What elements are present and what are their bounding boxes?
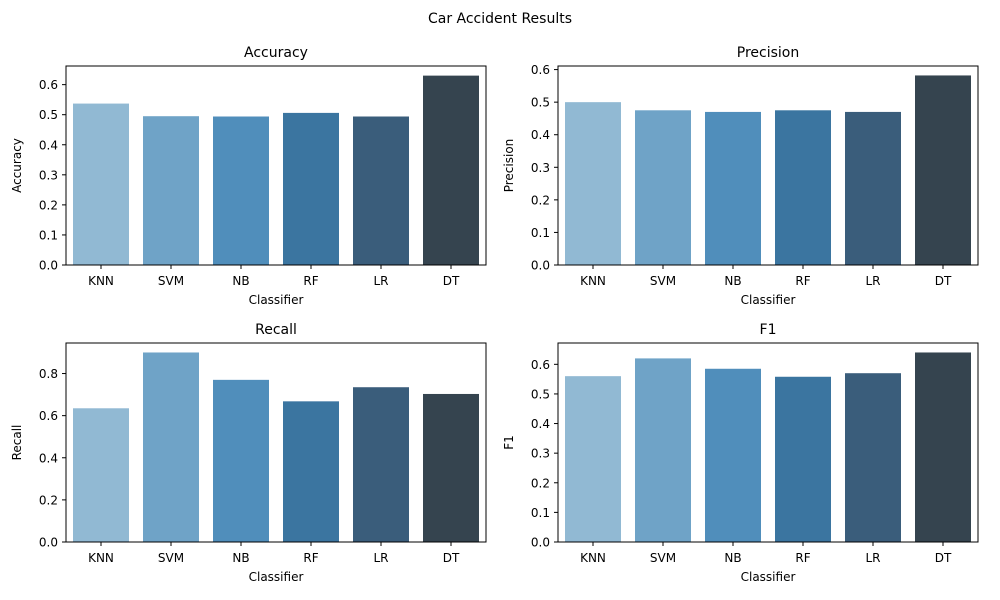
precision-xtick-label-dt: DT bbox=[935, 274, 952, 288]
f1-ytick-label-3: 0.3 bbox=[531, 447, 550, 461]
precision-xtick-label-svm: SVM bbox=[650, 274, 676, 288]
accuracy-xtick-label-knn: KNN bbox=[88, 274, 114, 288]
precision-ylabel: Precision bbox=[502, 139, 516, 193]
f1-bar-nb bbox=[705, 368, 761, 542]
precision-bar-nb bbox=[705, 111, 761, 265]
recall-bar-dt bbox=[423, 393, 479, 542]
f1-axes-frame bbox=[557, 342, 979, 543]
f1-xtick-label-knn: KNN bbox=[580, 551, 606, 565]
recall-xtick-label-lr: LR bbox=[373, 551, 388, 565]
accuracy-bar-dt bbox=[423, 75, 479, 265]
accuracy-xtick-label-dt: DT bbox=[443, 274, 460, 288]
f1-ytick-label-6: 0.6 bbox=[531, 358, 550, 372]
precision-ytick-label-4: 0.4 bbox=[531, 128, 550, 142]
recall-xtick-label-dt: DT bbox=[443, 551, 460, 565]
recall-ytick-label-3: 0.6 bbox=[39, 409, 58, 423]
subplots-container: Accuracy KNN SVM NB RF LR DT 0.0 0.1 0.2 0.3 0.4 0.5… bbox=[10, 45, 979, 584]
f1-xlabel: Classifier bbox=[741, 570, 796, 584]
recall-ylabel: Recall bbox=[10, 425, 24, 461]
precision-xlabel: Classifier bbox=[741, 293, 796, 307]
recall-axes-frame bbox=[65, 342, 487, 543]
accuracy-ytick-label-2: 0.2 bbox=[39, 198, 58, 212]
precision-xtick-label-rf: RF bbox=[795, 274, 810, 288]
precision-xtick-label-lr: LR bbox=[865, 274, 880, 288]
f1-subplot: F1 KNN SVM NB RF LR DT 0.0 0.1 0.2 0.3 0.4 0.5 0.6 Cla… bbox=[502, 322, 979, 584]
accuracy-ytick-label-1: 0.1 bbox=[39, 228, 58, 242]
precision-xtick-label-nb: NB bbox=[724, 274, 741, 288]
f1-bar-rf bbox=[775, 376, 831, 542]
recall-xlabel: Classifier bbox=[249, 570, 304, 584]
accuracy-bar-lr bbox=[353, 116, 409, 265]
f1-ytick-label-1: 0.1 bbox=[531, 506, 550, 520]
precision-ytick-label-0: 0.0 bbox=[531, 259, 550, 273]
accuracy-axes-frame bbox=[65, 65, 487, 266]
recall-ytick-label-2: 0.4 bbox=[39, 451, 58, 465]
precision-ytick-label-5: 0.5 bbox=[531, 96, 550, 110]
f1-xtick-label-svm: SVM bbox=[650, 551, 676, 565]
recall-xtick-label-knn: KNN bbox=[88, 551, 114, 565]
precision-bar-dt bbox=[915, 75, 971, 265]
f1-bar-svm bbox=[635, 358, 691, 542]
precision-ytick-label-1: 0.1 bbox=[531, 226, 550, 240]
f1-xtick-label-rf: RF bbox=[795, 551, 810, 565]
f1-xtick-label-nb: NB bbox=[724, 551, 741, 565]
recall-ytick-label-4: 0.8 bbox=[39, 367, 58, 381]
f1-bar-dt bbox=[915, 352, 971, 542]
f1-ytick-label-0: 0.0 bbox=[531, 536, 550, 550]
recall-ytick-label-0: 0.0 bbox=[39, 536, 58, 550]
accuracy-ylabel: Accuracy bbox=[10, 138, 24, 193]
accuracy-ytick-label-5: 0.5 bbox=[39, 108, 58, 122]
accuracy-bar-knn bbox=[73, 103, 129, 265]
f1-bar-knn bbox=[565, 376, 621, 542]
accuracy-bar-nb bbox=[213, 116, 269, 265]
f1-ytick-label-5: 0.5 bbox=[531, 387, 550, 401]
accuracy-bar-rf bbox=[283, 112, 339, 265]
f1-xtick-label-dt: DT bbox=[935, 551, 952, 565]
recall-bar-nb bbox=[213, 379, 269, 542]
accuracy-subplot: Accuracy KNN SVM NB RF LR DT 0.0 0.1 0.2 0.3 0.4 0.5… bbox=[10, 45, 487, 307]
accuracy-xtick-label-rf: RF bbox=[303, 274, 318, 288]
accuracy-xtick-label-nb: NB bbox=[232, 274, 249, 288]
accuracy-xtick-label-svm: SVM bbox=[158, 274, 184, 288]
precision-axes-frame bbox=[557, 65, 979, 266]
accuracy-title: Accuracy bbox=[244, 45, 308, 61]
f1-ytick-label-4: 0.4 bbox=[531, 417, 550, 431]
recall-title: Recall bbox=[255, 322, 297, 338]
f1-bar-lr bbox=[845, 373, 901, 542]
recall-xtick-label-nb: NB bbox=[232, 551, 249, 565]
recall-xtick-label-rf: RF bbox=[303, 551, 318, 565]
f1-title: F1 bbox=[760, 322, 777, 338]
recall-xtick-label-svm: SVM bbox=[158, 551, 184, 565]
precision-ytick-label-2: 0.2 bbox=[531, 193, 550, 207]
precision-bar-lr bbox=[845, 111, 901, 265]
f1-xtick-label-lr: LR bbox=[865, 551, 880, 565]
precision-subplot: Precision KNN SVM NB RF LR DT 0.0 0.1 0.2 0.3 0.4 0.… bbox=[502, 45, 979, 307]
recall-ytick-label-1: 0.2 bbox=[39, 493, 58, 507]
precision-ytick-label-3: 0.3 bbox=[531, 161, 550, 175]
accuracy-ytick-label-0: 0.0 bbox=[39, 259, 58, 273]
recall-bar-lr bbox=[353, 387, 409, 542]
accuracy-xlabel: Classifier bbox=[249, 293, 304, 307]
recall-bar-svm bbox=[143, 352, 199, 542]
accuracy-xtick-label-lr: LR bbox=[373, 274, 388, 288]
accuracy-bar-svm bbox=[143, 116, 199, 266]
accuracy-ytick-label-4: 0.4 bbox=[39, 138, 58, 152]
recall-bar-rf bbox=[283, 401, 339, 542]
accuracy-ytick-label-3: 0.3 bbox=[39, 168, 58, 182]
accuracy-ytick-label-6: 0.6 bbox=[39, 78, 58, 92]
precision-bar-rf bbox=[775, 110, 831, 265]
figure-title: Car Accident Results bbox=[428, 11, 572, 27]
f1-ylabel: F1 bbox=[502, 435, 516, 450]
recall-bar-knn bbox=[73, 408, 129, 542]
precision-bar-svm bbox=[635, 110, 691, 265]
precision-title: Precision bbox=[737, 45, 799, 61]
f1-ytick-label-2: 0.2 bbox=[531, 476, 550, 490]
precision-ytick-label-6: 0.6 bbox=[531, 63, 550, 77]
recall-subplot: Recall KNN SVM NB RF LR DT 0.0 0.2 0.4 0.6 0.8 Class… bbox=[10, 322, 487, 584]
precision-xtick-label-knn: KNN bbox=[580, 274, 606, 288]
precision-bar-knn bbox=[565, 102, 621, 265]
